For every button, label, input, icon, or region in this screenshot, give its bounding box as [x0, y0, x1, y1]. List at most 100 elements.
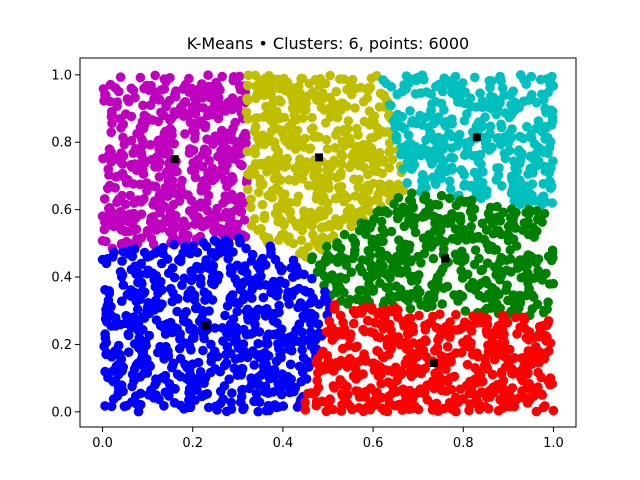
data-point: [104, 288, 115, 299]
data-point: [539, 305, 550, 316]
data-point: [335, 243, 346, 254]
data-point: [330, 300, 340, 310]
data-point: [329, 155, 339, 166]
data-point: [481, 225, 492, 235]
data-point: [374, 206, 384, 216]
data-point: [258, 292, 269, 303]
data-point: [537, 217, 547, 227]
data-point: [535, 74, 546, 85]
data-point: [439, 329, 449, 339]
data-point: [338, 379, 349, 389]
data-point: [190, 172, 201, 183]
data-point: [442, 218, 453, 228]
data-point: [294, 319, 305, 329]
data-point: [365, 327, 376, 337]
data-point: [161, 214, 171, 224]
data-point: [452, 255, 463, 265]
data-point: [348, 371, 359, 381]
data-point: [179, 316, 189, 327]
data-point: [184, 365, 195, 376]
data-point: [408, 354, 419, 365]
data-point: [350, 191, 361, 201]
data-point: [271, 106, 282, 117]
data-point: [129, 339, 140, 349]
data-point: [270, 308, 281, 319]
data-point: [459, 197, 470, 207]
data-point: [227, 193, 237, 204]
data-point: [307, 112, 317, 123]
data-point: [140, 357, 150, 368]
data-point: [546, 181, 557, 192]
cluster-6-points: [300, 300, 559, 417]
data-point: [495, 216, 506, 226]
data-point: [439, 156, 449, 167]
data-point: [313, 209, 323, 219]
data-point: [523, 195, 534, 205]
data-point: [164, 138, 175, 148]
data-point: [142, 181, 152, 192]
data-point: [393, 192, 404, 203]
data-point: [198, 200, 209, 210]
data-point: [210, 323, 220, 333]
data-point: [420, 207, 431, 218]
data-point: [505, 213, 516, 223]
data-point: [298, 311, 309, 321]
data-point: [373, 194, 383, 204]
data-point: [337, 151, 348, 161]
data-point: [153, 95, 164, 105]
data-point: [309, 181, 320, 191]
data-point: [370, 242, 380, 252]
data-point: [449, 371, 460, 382]
data-point: [167, 263, 178, 273]
data-point: [331, 107, 342, 117]
data-point: [436, 190, 447, 201]
data-point: [167, 125, 177, 136]
data-point: [541, 121, 551, 132]
data-point: [199, 144, 210, 154]
data-point: [241, 107, 252, 117]
data-point: [172, 306, 182, 317]
data-point: [156, 85, 167, 95]
data-point: [228, 224, 238, 235]
data-point: [138, 288, 149, 299]
data-point: [428, 399, 438, 410]
data-point: [451, 348, 461, 358]
data-point: [414, 310, 424, 321]
data-point: [338, 98, 348, 109]
data-point: [210, 364, 220, 374]
data-point: [350, 237, 360, 247]
data-point: [218, 246, 229, 257]
data-point: [163, 346, 173, 357]
data-point: [260, 260, 271, 270]
data-point: [99, 341, 109, 352]
data-point: [175, 333, 185, 344]
data-point: [497, 83, 508, 93]
data-point: [316, 102, 327, 113]
data-point: [543, 148, 553, 159]
data-point: [169, 272, 180, 283]
data-point: [265, 81, 276, 92]
data-point: [167, 362, 177, 373]
data-point: [466, 221, 476, 232]
data-point: [174, 343, 185, 354]
data-point: [243, 315, 253, 325]
data-point: [239, 132, 250, 142]
data-point: [150, 155, 160, 165]
data-point: [439, 244, 449, 254]
data-point: [495, 73, 505, 84]
data-point: [217, 163, 227, 174]
data-point: [374, 102, 385, 112]
data-point: [467, 212, 478, 223]
data-point: [512, 329, 522, 339]
data-point: [321, 406, 332, 417]
data-point: [515, 131, 525, 142]
data-point: [118, 119, 128, 130]
data-point: [439, 134, 449, 144]
data-point: [300, 405, 311, 415]
data-point: [467, 195, 477, 205]
data-point: [199, 333, 209, 344]
data-point: [443, 376, 453, 387]
data-point: [121, 109, 131, 119]
data-point: [132, 160, 142, 171]
data-point: [122, 289, 133, 300]
